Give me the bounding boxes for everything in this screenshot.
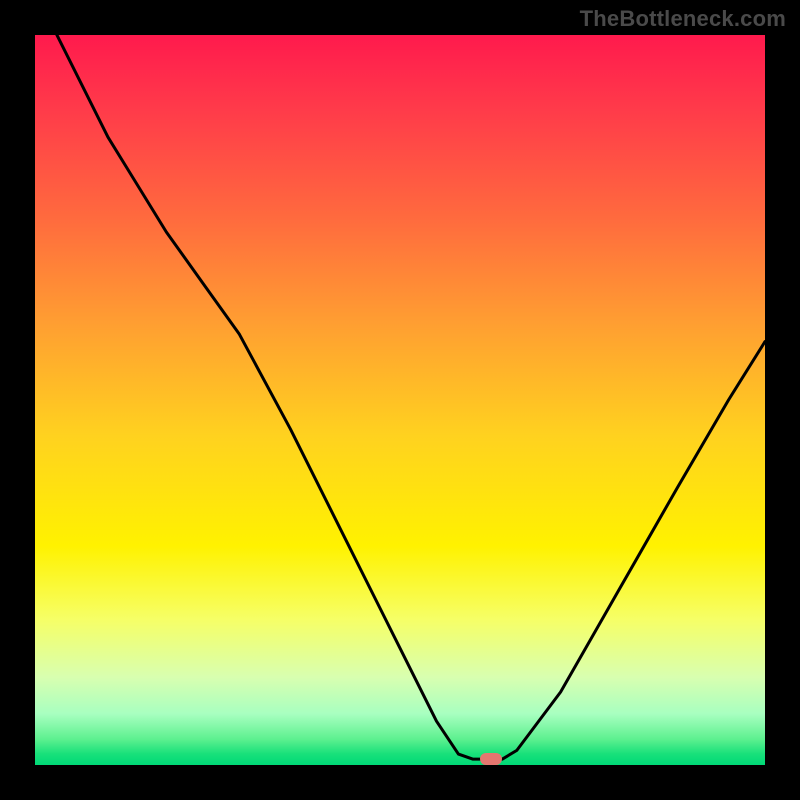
chart-frame: TheBottleneck.com	[0, 0, 800, 800]
bottleneck-curve	[35, 35, 765, 765]
watermark-text: TheBottleneck.com	[580, 6, 786, 32]
plot-area	[35, 35, 765, 765]
optimum-marker	[480, 753, 502, 765]
